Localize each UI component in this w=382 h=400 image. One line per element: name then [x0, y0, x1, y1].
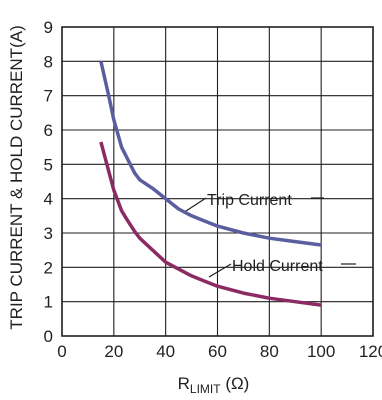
- y-axis-label: TRIP CURRENT & HOLD CURRENT(A): [7, 25, 26, 329]
- x-tick-label: 80: [260, 342, 279, 361]
- x-axis-label: RLIMIT (Ω): [178, 374, 250, 396]
- x-tick-label: 40: [156, 342, 175, 361]
- annotation-hold-current: Hold Current: [232, 258, 323, 275]
- x-tick-labels: 0 20 40 60 80 100 120: [57, 342, 382, 361]
- y-tick-label: 5: [44, 155, 53, 174]
- x-axis-label-main: R: [178, 374, 190, 393]
- annotation-leader: [185, 197, 207, 212]
- y-tick-label: 6: [44, 121, 53, 140]
- annotations: Trip Current Hold Current: [185, 192, 356, 278]
- x-tick-label: 100: [307, 342, 335, 361]
- plot-frame: [61, 26, 374, 337]
- series-lines: [99, 60, 322, 307]
- grid: [61, 26, 374, 337]
- y-tick-label: 2: [44, 258, 53, 277]
- x-axis-label-unit: (Ω): [221, 374, 250, 393]
- x-tick-label: 0: [57, 342, 66, 361]
- series-line-trip-current: [99, 60, 322, 247]
- y-tick-label: 4: [44, 190, 53, 209]
- y-tick-label: 9: [44, 18, 53, 37]
- x-tick-label: 20: [104, 342, 123, 361]
- x-tick-label: 60: [208, 342, 227, 361]
- x-axis-label-sub: LIMIT: [190, 382, 221, 396]
- annotation-trip-current: Trip Current: [207, 192, 292, 209]
- y-tick-labels: 0 1 2 3 4 5 6 7 8 9: [44, 18, 53, 346]
- annotation-leader: [208, 263, 232, 278]
- y-tick-label: 3: [44, 224, 53, 243]
- x-tick-label: 120: [359, 342, 382, 361]
- series-line-hold-current: [99, 141, 322, 307]
- y-tick-label: 1: [44, 293, 53, 312]
- y-tick-label: 8: [44, 52, 53, 71]
- y-tick-label: 7: [44, 87, 53, 106]
- y-tick-label: 0: [44, 327, 53, 346]
